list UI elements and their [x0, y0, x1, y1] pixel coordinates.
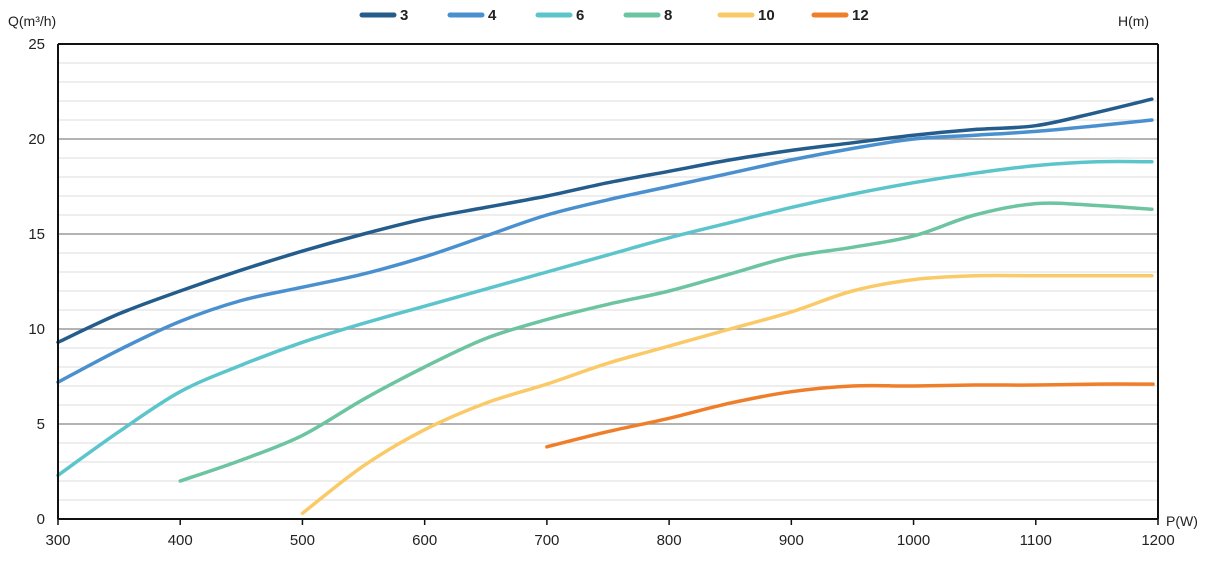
series-line-10 — [300, 273, 1154, 516]
y-axis-title: Q(m³/h) — [8, 13, 56, 29]
legend-label-4: 4 — [488, 7, 497, 24]
series-line-4 — [56, 118, 1154, 384]
x-tick-label: 900 — [779, 532, 804, 549]
legend-label-6: 6 — [576, 7, 584, 24]
y-tick-label: 15 — [28, 226, 45, 243]
series-line-6 — [56, 159, 1154, 478]
grid-lines — [58, 62, 1158, 501]
y-tick-label: 10 — [28, 321, 45, 338]
x-tick-label: 300 — [45, 532, 70, 549]
axes — [57, 43, 1159, 520]
x-tick-label: 500 — [290, 532, 315, 549]
y-tick-label: 0 — [37, 511, 45, 528]
x-tick-label: 1100 — [1020, 532, 1052, 549]
x-tick-label: 1200 — [1141, 532, 1174, 549]
y2-axis-title: H(m) — [1118, 13, 1149, 29]
y-tick-label: 25 — [28, 36, 45, 53]
series-line-3 — [56, 97, 1154, 345]
x-axis-title: P(W) — [1166, 513, 1198, 529]
x-tick-label: 800 — [657, 532, 682, 549]
tick-labels: 300 400 500 600 700 800 900 1000 1100 1200 0 5 10 15 2… — [28, 36, 1174, 549]
x-tick-label: 600 — [412, 532, 437, 549]
x-tick-label: 700 — [534, 532, 559, 549]
series-line-8 — [178, 201, 1154, 483]
legend-label-10: 10 — [758, 7, 775, 24]
y-tick-label: 5 — [37, 416, 45, 433]
series-lines — [56, 97, 1155, 516]
y-tick-label: 20 — [28, 131, 45, 148]
x-tick-label: 1000 — [897, 532, 930, 549]
series-line-12 — [545, 382, 1155, 449]
x-tick-label: 400 — [168, 532, 193, 549]
legend-label-12: 12 — [852, 7, 869, 24]
legend-label-3: 3 — [400, 7, 408, 24]
legend-label-8: 8 — [664, 7, 672, 24]
legend: 3 4 6 8 10 12 — [359, 7, 869, 24]
